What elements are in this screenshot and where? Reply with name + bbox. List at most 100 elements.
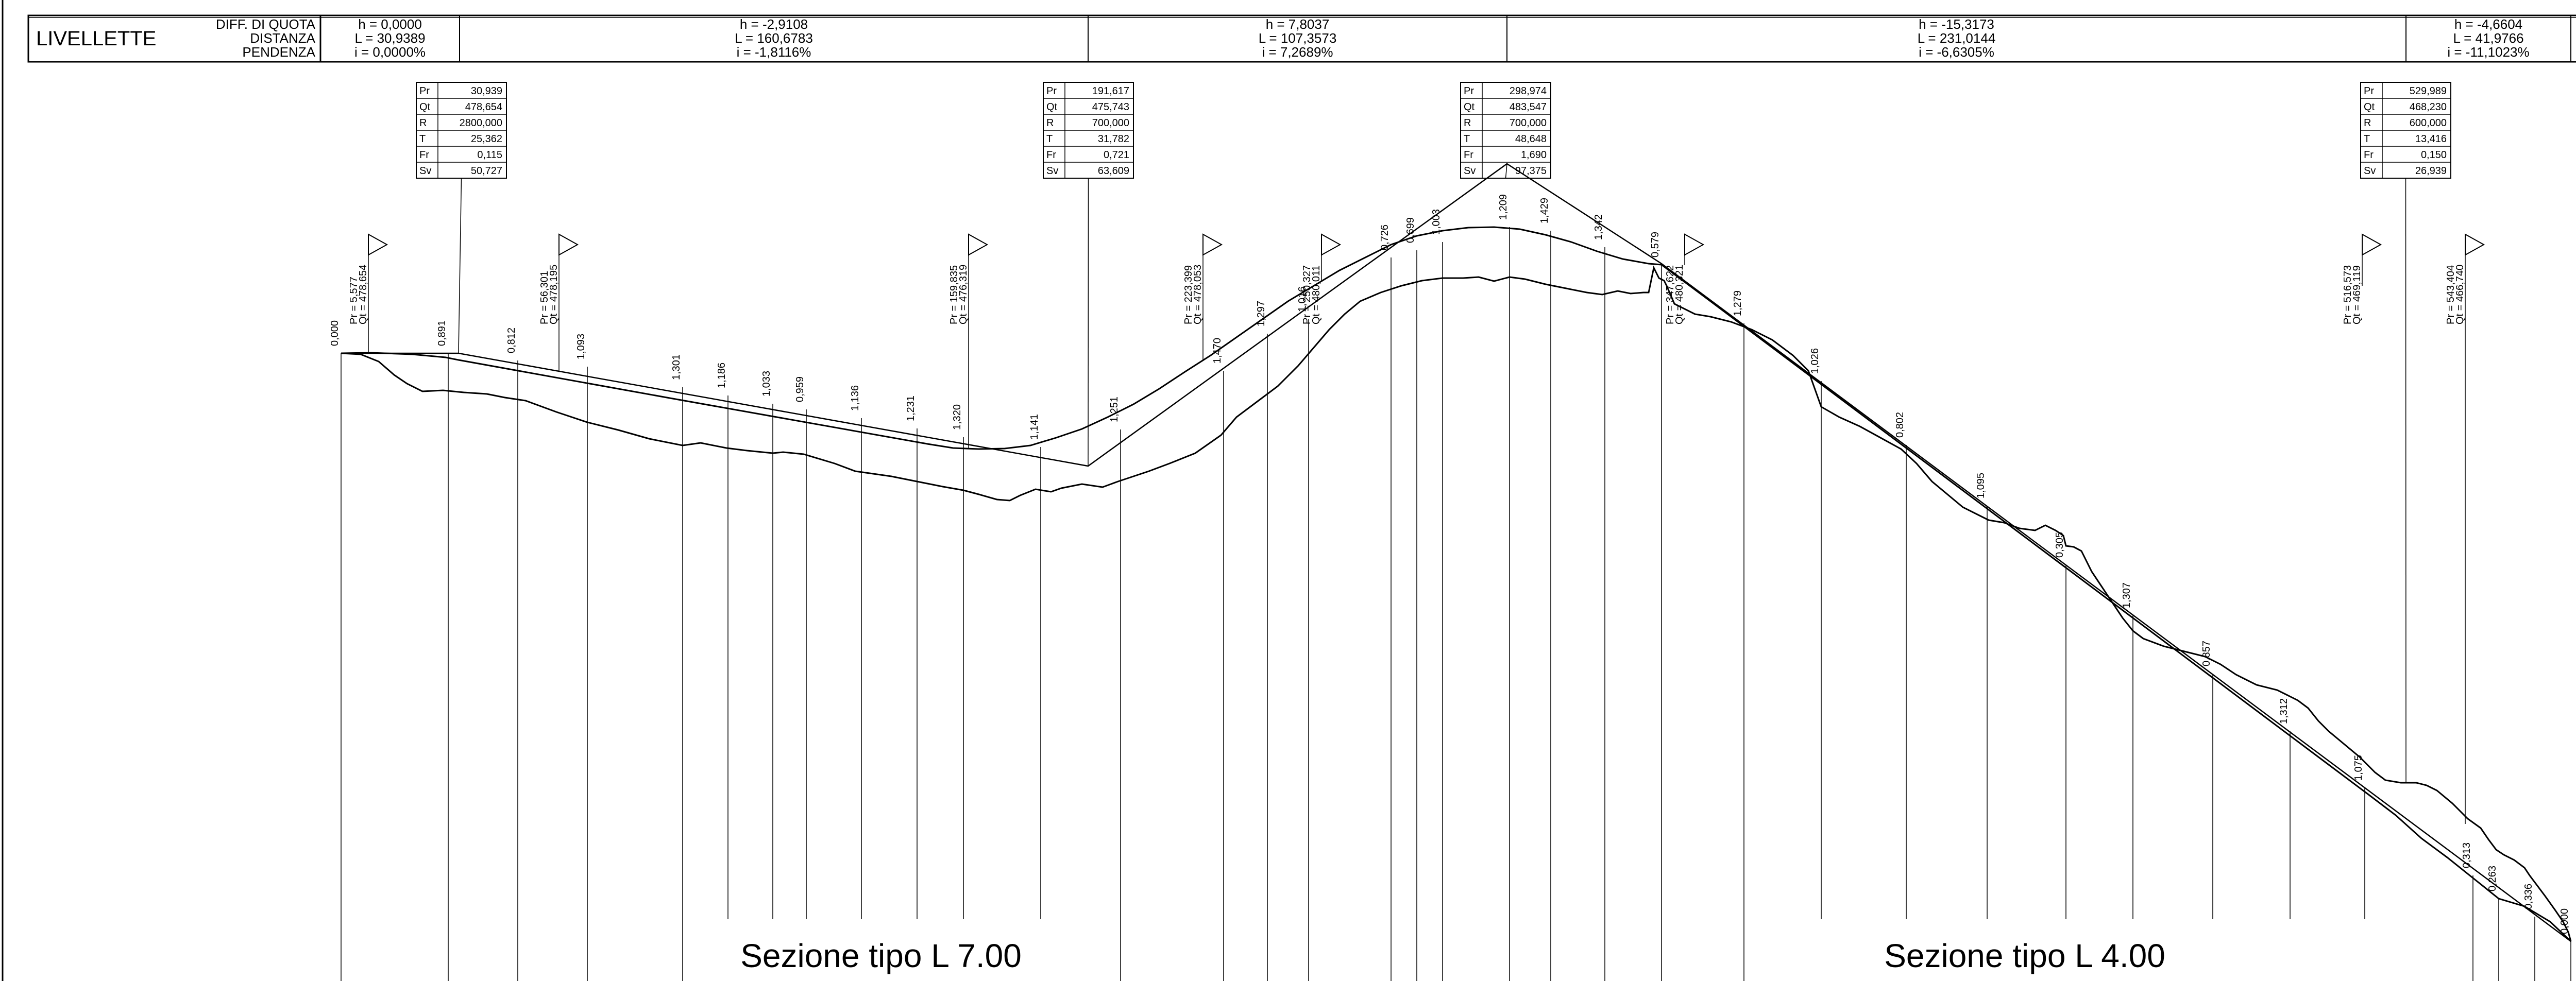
station-elevation-label: 0,802 <box>1894 412 1906 438</box>
header-segment-i-value: i = -1,8116% <box>737 44 811 60</box>
header-segment-L-value: L = 160,6783 <box>735 30 813 46</box>
station-elevation-label: 0,000 <box>329 320 341 346</box>
station-elevation-label: 0,000 <box>2559 908 2570 934</box>
header-segment-i-value: i = -6,6305% <box>1919 44 1994 60</box>
curve-table-key: Qt <box>2364 101 2375 113</box>
station-elevation-label: 1,307 <box>2121 582 2132 608</box>
header-frame <box>27 14 2576 63</box>
curve-table-key: Fr <box>1046 149 1056 161</box>
curve-table-value: 63,609 <box>1098 165 1129 177</box>
header-segment-L-value: L = 41,9766 <box>2453 30 2523 46</box>
station-elevation-label: 1,297 <box>1256 301 1267 326</box>
header-segment-h-value: h = -15,3173 <box>1919 16 1994 32</box>
curve-table: Pr 191,617 Qt 475,743 R 700,000 T 31,782 Fr 0,721… <box>1043 82 1134 467</box>
curve-table-value: 97,375 <box>1515 165 1547 177</box>
curve-table-key: T <box>2364 133 2370 145</box>
tangent-point-progressive: Pr = 543,404 <box>2445 265 2456 324</box>
station-elevation-label: 1,209 <box>1498 194 1509 220</box>
vertical-curve-tables: Pr 30,939 Qt 478,654 R 2800,000 T 25,362 Fr 0,115… <box>416 82 2451 783</box>
station-lines: 0,000 0,891 0,812 1,093 1,301 1,186 1,033 0,959… <box>329 194 2571 981</box>
header-segment-L-value: L = 107,3573 <box>1259 30 1337 46</box>
station-elevation-label: 1,279 <box>1732 290 1743 316</box>
station-elevation-label: 1,186 <box>716 363 727 388</box>
curve-table-key: Pr <box>1464 85 1474 97</box>
station-elevation-label: 1,075 <box>2353 755 2364 781</box>
curve-table-leader <box>1505 163 1507 179</box>
header-segment-h-value: h = 7,8037 <box>1266 16 1330 32</box>
header-label-slope: PENDENZA <box>242 44 315 60</box>
station-elevation-label: 1,231 <box>905 395 917 421</box>
station-elevation-label: 1,320 <box>952 404 963 430</box>
station-elevation-label: 1,312 <box>2278 698 2290 724</box>
header-label-distance: DISTANZA <box>250 30 315 46</box>
tangent-point-progressive: Pr = 5,577 <box>348 277 360 324</box>
livellette-header: LIVELLETTE DIFF. DI QUOTA DISTANZA PENDE… <box>27 14 2576 63</box>
curve-table-value: 30,939 <box>471 85 502 97</box>
curve-table-leader <box>458 178 462 354</box>
tangent-point-progressive: Pr = 159,835 <box>948 265 960 324</box>
curve-table-key: T <box>419 133 426 145</box>
curve-table-key: Pr <box>1046 85 1057 97</box>
curve-table-value: 0,115 <box>477 149 502 161</box>
curve-table: Pr 298,974 Qt 483,547 R 700,000 T 48,648 Fr 1,690… <box>1460 82 1551 179</box>
station-elevation-label: 0,726 <box>1379 225 1391 250</box>
station-elevation-label: 1,026 <box>1809 348 1821 374</box>
curve-table-value: 26,939 <box>2415 165 2447 177</box>
curve-table-value: 25,362 <box>471 133 502 145</box>
curve-table-value: 475,743 <box>1092 101 1129 113</box>
curve-table-value: 700,000 <box>1092 117 1129 129</box>
station-elevation-label: 1,003 <box>1431 209 1442 235</box>
curve-table-key: T <box>1046 133 1053 145</box>
curve-table-value: 483,547 <box>1510 101 1547 113</box>
header-segment-h-value: h = -4,6604 <box>2454 16 2522 32</box>
curve-table-leader <box>1088 178 1089 467</box>
station-elevation-label: 1,251 <box>1109 397 1120 422</box>
ground-profile-line <box>341 265 2572 942</box>
tangent-point-elevation: Qt = 478,654 <box>358 265 369 324</box>
triangle-flag-icon <box>2362 233 2382 256</box>
station-elevation-label: 0,579 <box>1650 232 1661 257</box>
curve-table-value: 600,000 <box>2410 117 2447 129</box>
tangent-point-elevation: Qt = 478,053 <box>1192 265 1204 324</box>
curve-table-key: R <box>2364 117 2371 129</box>
station-elevation-label: 1,095 <box>1975 473 1987 498</box>
triangle-flag-icon <box>1684 233 1705 256</box>
station-elevation-label: 1,093 <box>575 334 587 359</box>
station-elevation-label: 1,301 <box>671 354 682 380</box>
triangle-flag-icon <box>368 233 388 256</box>
curve-table-key: Qt <box>419 101 431 113</box>
header-segment-i-value: i = 0,0000% <box>354 44 426 60</box>
station-elevation-label: 1,141 <box>1029 414 1040 440</box>
curve-table-value: 298,974 <box>1510 85 1547 97</box>
station-elevation-label: 0,263 <box>2487 866 2498 891</box>
curve-table-value: 700,000 <box>1510 117 1547 129</box>
triangle-flag-icon <box>2465 233 2485 256</box>
station-elevation-label: 0,891 <box>436 320 448 346</box>
station-elevation-label: 1,136 <box>850 385 861 411</box>
curve-table-value: 468,230 <box>2410 101 2447 113</box>
triangle-flag-icon <box>558 233 579 256</box>
curve-table-key: T <box>1464 133 1470 145</box>
station-elevation-label: 0,959 <box>794 376 806 402</box>
curve-table-key: Fr <box>1464 149 1473 161</box>
grade-polygon-line <box>341 163 2571 942</box>
curve-table-value: 529,989 <box>2410 85 2447 97</box>
curve-table-value: 2800,000 <box>460 117 502 129</box>
curve-table-value: 48,648 <box>1515 133 1547 145</box>
curve-table-key: Fr <box>2364 149 2374 161</box>
station-elevation-label: 1,033 <box>761 371 772 397</box>
curve-table-value: 1,690 <box>1521 149 1547 161</box>
curve-table: Pr 30,939 Qt 478,654 R 2800,000 T 25,362 Fr 0,115… <box>416 82 507 354</box>
curve-table-key: Qt <box>1464 101 1475 113</box>
curve-table-value: 0,150 <box>2421 149 2447 161</box>
curve-table-key: Qt <box>1046 101 1058 113</box>
triangle-flag-icon <box>1202 233 1223 256</box>
triangle-flag-icon <box>968 233 989 256</box>
tangent-point-progressive: Pr = 223,399 <box>1183 265 1194 324</box>
